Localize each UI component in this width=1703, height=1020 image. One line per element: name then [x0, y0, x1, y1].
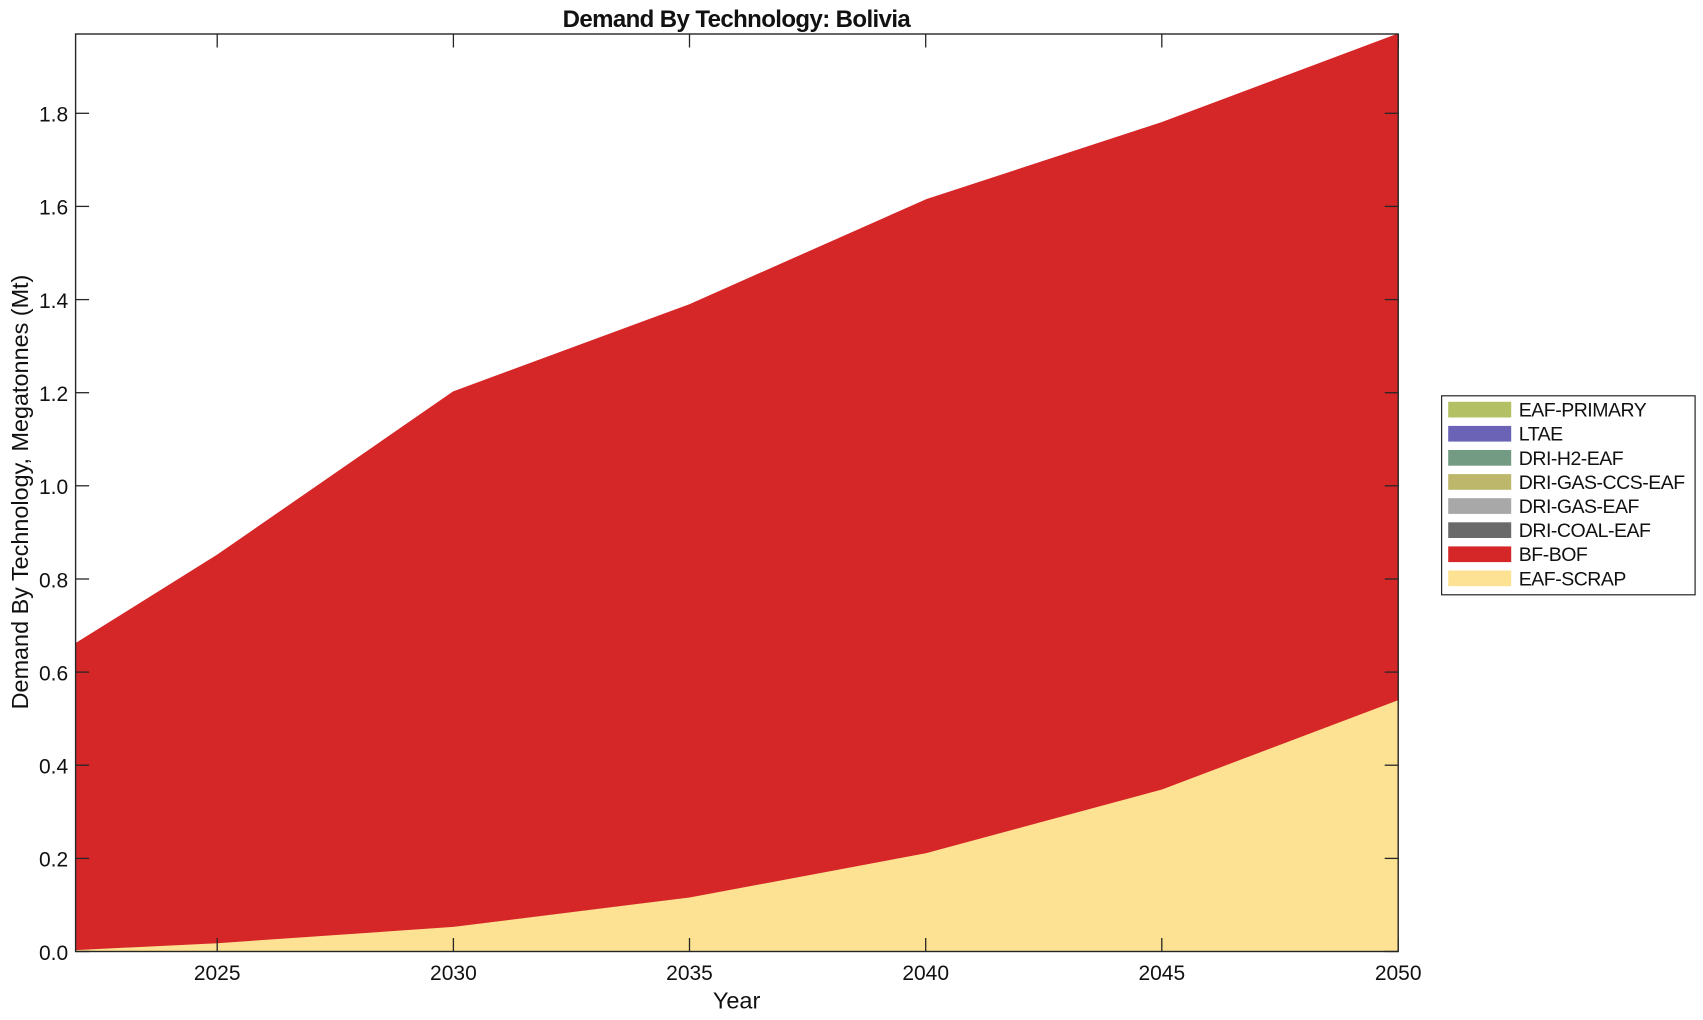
svg-text:2045: 2045	[1138, 962, 1185, 985]
svg-text:1.6: 1.6	[39, 197, 68, 220]
svg-text:2025: 2025	[194, 962, 241, 985]
svg-text:Demand By Technology, Megatonn: Demand By Technology, Megatonnes (Mt)	[7, 275, 33, 710]
svg-text:0.8: 0.8	[39, 569, 68, 592]
svg-text:Year: Year	[713, 988, 761, 1014]
svg-text:LTAE: LTAE	[1519, 424, 1563, 446]
svg-text:1.4: 1.4	[39, 290, 69, 313]
svg-text:1.2: 1.2	[39, 383, 68, 406]
svg-text:DRI-GAS-CCS-EAF: DRI-GAS-CCS-EAF	[1519, 472, 1685, 494]
svg-text:0.0: 0.0	[39, 942, 68, 965]
svg-text:DRI-GAS-EAF: DRI-GAS-EAF	[1519, 496, 1640, 518]
svg-text:0.6: 0.6	[39, 662, 68, 685]
svg-text:2050: 2050	[1375, 962, 1422, 985]
svg-text:EAF-PRIMARY: EAF-PRIMARY	[1519, 400, 1647, 422]
svg-text:2040: 2040	[902, 962, 949, 985]
svg-text:BF-BOF: BF-BOF	[1519, 544, 1588, 566]
svg-text:DRI-COAL-EAF: DRI-COAL-EAF	[1519, 520, 1651, 542]
svg-text:Demand By Technology: Bolivia: Demand By Technology: Bolivia	[563, 6, 912, 33]
svg-text:DRI-H2-EAF: DRI-H2-EAF	[1519, 448, 1624, 470]
svg-text:1.8: 1.8	[39, 104, 68, 127]
svg-text:1.0: 1.0	[39, 476, 68, 499]
svg-text:0.2: 0.2	[39, 849, 68, 872]
svg-text:0.4: 0.4	[39, 756, 69, 779]
svg-text:2030: 2030	[430, 962, 477, 985]
svg-text:2035: 2035	[666, 962, 713, 985]
svg-text:EAF-SCRAP: EAF-SCRAP	[1519, 568, 1626, 590]
